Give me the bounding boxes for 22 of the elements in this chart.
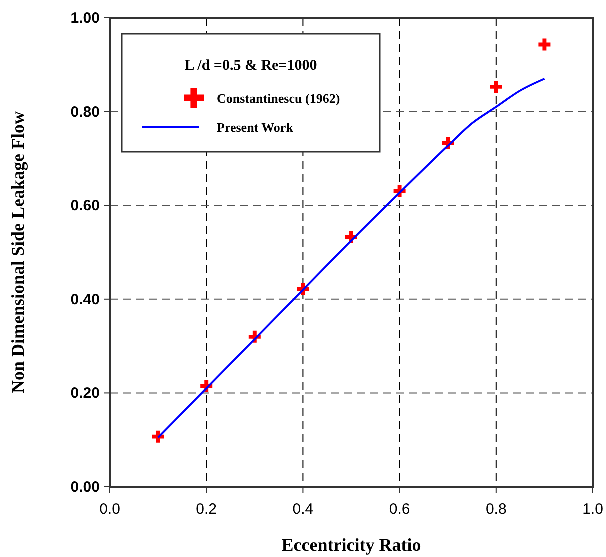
- y-axis-title: Non Dimensional Side Leakage Flow: [8, 111, 28, 394]
- x-tick-label: 0.4: [292, 501, 314, 518]
- y-tick-label: 0.40: [70, 291, 100, 308]
- point: [538, 38, 551, 51]
- y-tick-label: 0.60: [70, 198, 100, 215]
- x-tick-label: 0.6: [389, 501, 410, 518]
- x-tick-label: 0.0: [100, 501, 120, 518]
- x-tick-label: 0.8: [486, 501, 507, 518]
- legend-label: Constantinescu (1962): [217, 91, 340, 106]
- x-tick-label: 0.2: [196, 501, 218, 518]
- legend-item: Present Work: [142, 120, 294, 135]
- y-tick-label: 0.00: [70, 479, 100, 496]
- point: [490, 80, 502, 93]
- legend-label: Present Work: [217, 120, 294, 135]
- y-tick-label: 1.00: [70, 10, 100, 27]
- legend-title: L /d =0.5 & Re=1000: [184, 58, 318, 74]
- x-tick-label: 1.0: [582, 501, 604, 518]
- point: [152, 430, 164, 443]
- y-tick-label: 0.20: [70, 385, 100, 402]
- legend-item: Constantinescu (1962): [184, 88, 340, 108]
- x-axis-title: Eccentricity Ratio: [282, 535, 422, 555]
- y-tick-label: 0.80: [70, 104, 100, 121]
